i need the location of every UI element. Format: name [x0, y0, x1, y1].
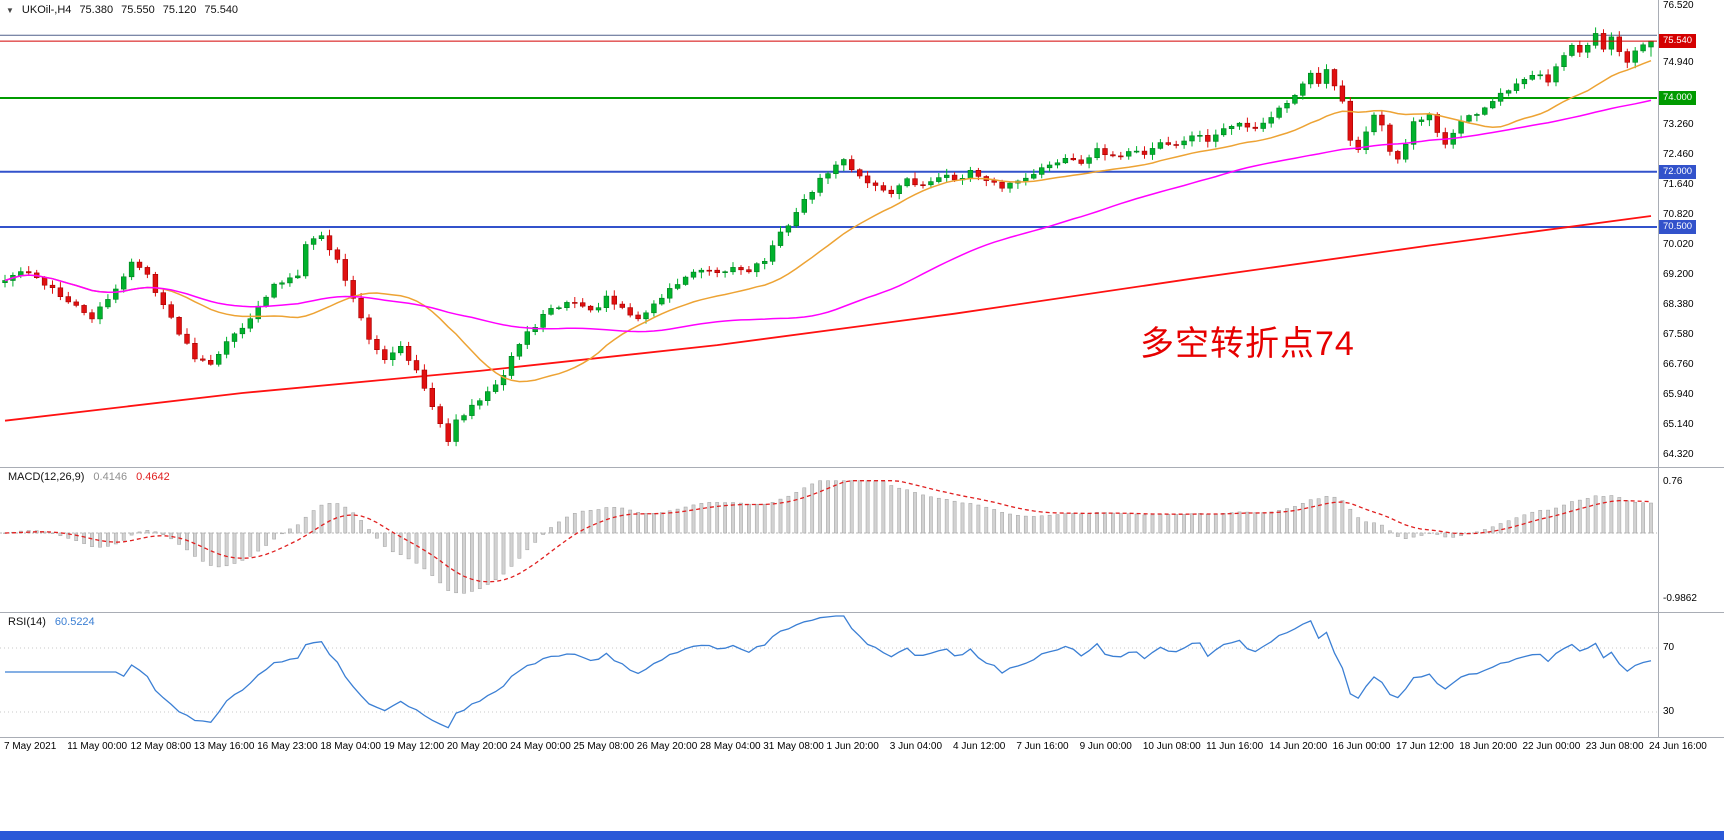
hline-price-badge[interactable]: 70.500: [1659, 220, 1697, 235]
hline-price-badge[interactable]: 74.000: [1659, 90, 1697, 105]
time-axis-label: 13 May 16:00: [193, 741, 255, 752]
time-axis-label: 11 May 00:00: [67, 741, 128, 752]
high-value: 75.550: [121, 4, 155, 16]
price-axis-label: 68.380: [1663, 299, 1694, 311]
time-axis-label: 18 Jun 20:00: [1459, 741, 1518, 752]
close-value: 75.540: [204, 4, 239, 16]
time-axis-label: 9 Jun 00:00: [1079, 741, 1132, 752]
time-axis-label: 3 Jun 04:00: [889, 741, 943, 752]
price-chart-canvas[interactable]: [0, 0, 1724, 467]
time-axis-label: 11 Jun 16:00: [1206, 741, 1264, 752]
time-axis-label: 19 May 12:00: [383, 741, 445, 752]
time-axis-label: 12 May 08:00: [130, 741, 192, 752]
rsi-panel-canvas[interactable]: [0, 613, 1724, 737]
panel-separator[interactable]: [0, 612, 1724, 613]
macd-signal-value-label: 0.4642: [136, 471, 170, 483]
time-axis-label: 4 Jun 12:00: [953, 741, 1006, 752]
symbol-timeframe-label: UKOil-,H4: [21, 4, 72, 16]
macd-value-label: 0.4146: [93, 471, 128, 483]
rsi-axis-label: 30: [1663, 706, 1675, 717]
macd-name-label: MACD(12,26,9): [8, 471, 85, 483]
macd-panel-canvas[interactable]: [0, 468, 1724, 612]
symbol-info-bar: ▼ UKOil-,H4 75.380 75.550 75.120 75.540: [6, 4, 238, 16]
price-axis-label: 71.640: [1663, 179, 1694, 190]
panel-separator: [0, 737, 1724, 738]
time-axis-label: 18 May 04:00: [320, 741, 381, 752]
time-axis-label: 16 May 23:00: [257, 741, 318, 752]
price-axis-border: [1658, 0, 1659, 737]
time-axis-label: 24 May 00:00: [510, 741, 571, 752]
price-axis-label: 73.260: [1663, 119, 1694, 131]
price-axis-label: 70.820: [1663, 209, 1694, 221]
price-axis-label: 76.520: [1663, 0, 1694, 11]
macd-axis-label: 0.76: [1663, 476, 1683, 488]
annotation-text[interactable]: 多空转折点74: [1140, 325, 1355, 363]
price-axis-label: 69.200: [1663, 269, 1694, 280]
time-axis-label: 10 Jun 08:00: [1142, 741, 1201, 752]
time-axis-label: 24 Jun 16:00: [1649, 741, 1707, 752]
time-axis-label: 16 Jun 00:00: [1332, 741, 1391, 752]
current-price-badge: 75.540: [1659, 34, 1697, 49]
price-axis-label: 70.020: [1663, 238, 1694, 250]
hline-price-badge[interactable]: 72.000: [1659, 164, 1697, 179]
time-axis-label: 28 May 04:00: [699, 741, 761, 752]
time-axis-label: 7 May 2021: [4, 741, 57, 752]
price-axis-label: 67.580: [1663, 328, 1694, 340]
panel-separator[interactable]: [0, 467, 1724, 468]
time-axis-label: 20 May 20:00: [446, 741, 508, 752]
chart-dropdown-icon[interactable]: ▼: [6, 5, 14, 15]
open-value: 75.380: [79, 4, 114, 16]
macd-axis-label: -0.9862: [1663, 593, 1697, 605]
price-axis-label: 64.320: [1663, 449, 1694, 460]
time-axis-label: 17 Jun 12:00: [1395, 741, 1454, 752]
price-axis-label: 65.940: [1663, 389, 1694, 401]
time-axis-label: 23 Jun 08:00: [1585, 741, 1644, 752]
rsi-label-row: RSI(14) 60.5224: [8, 616, 95, 628]
time-axis-label: 31 May 08:00: [763, 741, 824, 752]
rsi-name-label: RSI(14): [8, 616, 46, 628]
price-axis-label: 66.760: [1663, 359, 1694, 370]
price-axis-label: 65.140: [1663, 418, 1694, 430]
time-axis-label: 25 May 08:00: [573, 741, 635, 752]
time-axis-label: 26 May 20:00: [636, 741, 698, 752]
rsi-axis-label: 70: [1663, 642, 1675, 653]
low-value: 75.120: [162, 4, 197, 16]
window-bottom-bar: [0, 831, 1724, 840]
price-axis-label: 72.460: [1663, 148, 1694, 160]
time-axis-label: 7 Jun 16:00: [1016, 741, 1069, 752]
price-axis-label: 74.940: [1663, 57, 1694, 69]
rsi-value-label: 60.5224: [54, 616, 95, 628]
time-axis-label: 1 Jun 20:00: [826, 741, 879, 752]
macd-label-row: MACD(12,26,9) 0.4146 0.4642: [8, 471, 170, 483]
time-axis-label: 22 Jun 00:00: [1522, 741, 1581, 752]
time-axis-label: 14 Jun 20:00: [1269, 741, 1328, 752]
